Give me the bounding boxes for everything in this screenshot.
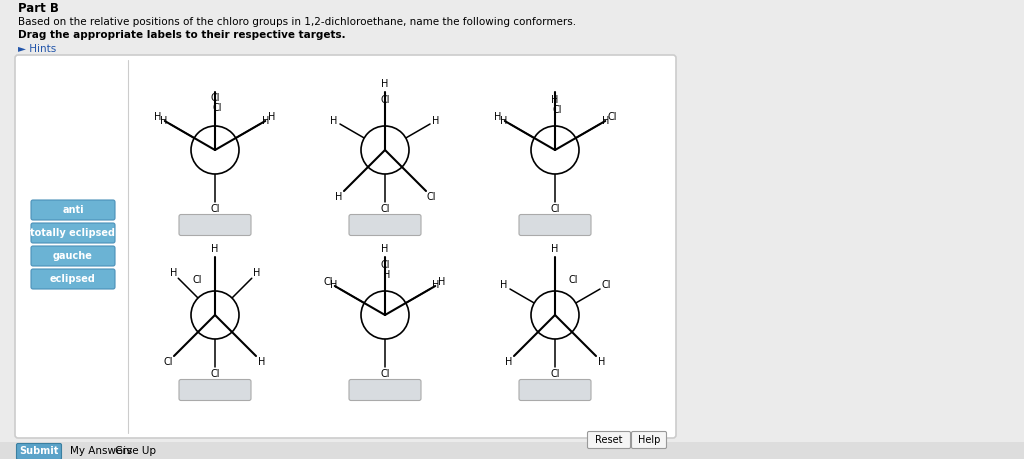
Text: Cl: Cl bbox=[210, 369, 220, 379]
FancyBboxPatch shape bbox=[349, 214, 421, 235]
Text: H: H bbox=[432, 280, 439, 291]
Text: Cl: Cl bbox=[607, 112, 616, 122]
Text: Help: Help bbox=[638, 435, 660, 445]
Text: H: H bbox=[438, 277, 445, 287]
Text: H: H bbox=[330, 280, 338, 291]
Text: anti: anti bbox=[62, 205, 84, 215]
Text: Submit: Submit bbox=[19, 447, 58, 457]
Text: H: H bbox=[381, 244, 389, 254]
Text: H: H bbox=[505, 357, 512, 367]
Text: Reset: Reset bbox=[595, 435, 623, 445]
Text: H: H bbox=[500, 116, 508, 125]
FancyBboxPatch shape bbox=[179, 214, 251, 235]
Text: H: H bbox=[602, 116, 609, 125]
Text: Cl: Cl bbox=[380, 95, 390, 105]
Text: H: H bbox=[551, 95, 559, 105]
Text: Give Up: Give Up bbox=[115, 447, 156, 457]
FancyBboxPatch shape bbox=[15, 55, 676, 438]
FancyBboxPatch shape bbox=[16, 443, 61, 459]
Text: gauche: gauche bbox=[53, 251, 93, 261]
Text: H: H bbox=[268, 112, 275, 122]
Text: eclipsed: eclipsed bbox=[50, 274, 96, 284]
Ellipse shape bbox=[531, 126, 579, 174]
FancyBboxPatch shape bbox=[31, 269, 115, 289]
FancyBboxPatch shape bbox=[31, 223, 115, 243]
Text: H: H bbox=[253, 268, 260, 278]
FancyBboxPatch shape bbox=[179, 380, 251, 401]
Bar bbox=[0, 442, 1024, 459]
Text: My Answers: My Answers bbox=[70, 447, 132, 457]
Text: Cl: Cl bbox=[193, 275, 202, 285]
Text: H: H bbox=[383, 270, 391, 280]
Text: H: H bbox=[500, 280, 508, 291]
Text: H: H bbox=[598, 357, 605, 367]
Text: Cl: Cl bbox=[324, 277, 333, 287]
Text: H: H bbox=[155, 112, 162, 122]
Text: Cl: Cl bbox=[601, 280, 611, 291]
Text: totally eclipsed: totally eclipsed bbox=[31, 228, 116, 238]
Text: Cl: Cl bbox=[212, 103, 222, 113]
Text: H: H bbox=[170, 268, 177, 278]
Ellipse shape bbox=[531, 291, 579, 339]
Text: Cl: Cl bbox=[552, 105, 562, 115]
Text: H: H bbox=[381, 79, 389, 89]
Text: Cl: Cl bbox=[380, 204, 390, 214]
Text: H: H bbox=[495, 112, 502, 122]
Text: Cl: Cl bbox=[210, 93, 220, 103]
Text: H: H bbox=[160, 116, 168, 125]
Ellipse shape bbox=[361, 126, 409, 174]
Text: Based on the relative positions of the chloro groups in 1,2-dichloroethane, name: Based on the relative positions of the c… bbox=[18, 17, 577, 27]
Ellipse shape bbox=[191, 126, 239, 174]
Ellipse shape bbox=[191, 291, 239, 339]
Text: Cl: Cl bbox=[380, 260, 390, 270]
Text: Cl: Cl bbox=[568, 275, 578, 285]
FancyBboxPatch shape bbox=[632, 431, 667, 448]
Text: Cl: Cl bbox=[550, 204, 560, 214]
FancyBboxPatch shape bbox=[31, 200, 115, 220]
Text: Part B: Part B bbox=[18, 2, 58, 16]
Ellipse shape bbox=[361, 291, 409, 339]
Text: H: H bbox=[258, 357, 265, 367]
FancyBboxPatch shape bbox=[31, 246, 115, 266]
FancyBboxPatch shape bbox=[588, 431, 631, 448]
Text: H: H bbox=[432, 116, 439, 125]
Text: Drag the appropriate labels to their respective targets.: Drag the appropriate labels to their res… bbox=[18, 30, 346, 40]
Text: H: H bbox=[335, 192, 342, 202]
Text: Cl: Cl bbox=[550, 369, 560, 379]
Text: Cl: Cl bbox=[210, 204, 220, 214]
Text: Cl: Cl bbox=[427, 192, 436, 202]
Text: H: H bbox=[262, 116, 269, 125]
Text: ► Hints: ► Hints bbox=[18, 44, 56, 54]
FancyBboxPatch shape bbox=[349, 380, 421, 401]
Text: Cl: Cl bbox=[380, 369, 390, 379]
Text: Cl: Cl bbox=[164, 357, 173, 367]
Text: H: H bbox=[211, 244, 219, 254]
Text: H: H bbox=[551, 244, 559, 254]
FancyBboxPatch shape bbox=[519, 214, 591, 235]
Text: H: H bbox=[330, 116, 338, 125]
FancyBboxPatch shape bbox=[519, 380, 591, 401]
